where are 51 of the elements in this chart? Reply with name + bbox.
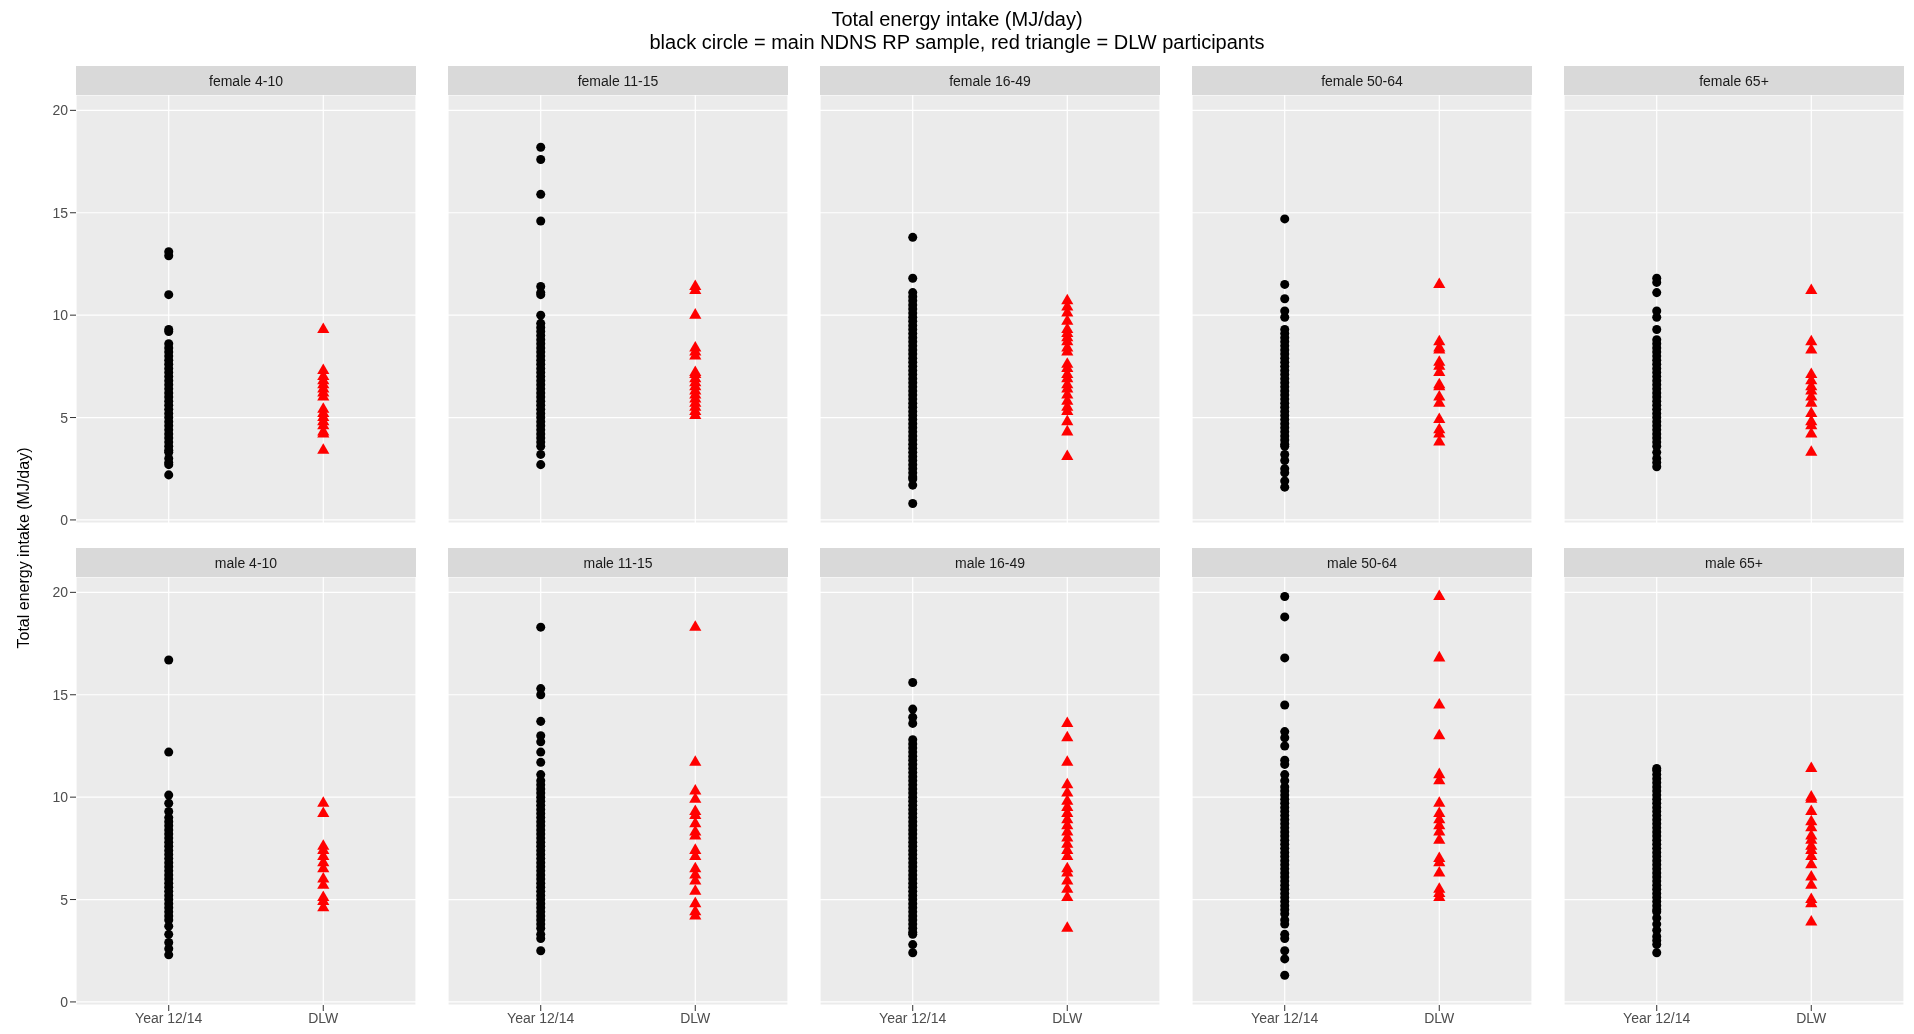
point: [1280, 456, 1290, 466]
point: [536, 216, 546, 226]
x-tick-label: DLW: [680, 1009, 712, 1026]
chart-title: male 11-15: [448, 548, 788, 577]
x-tick-label: Year 12/14: [1251, 1009, 1319, 1026]
chart-title: male 50-64: [1192, 548, 1532, 577]
point: [536, 155, 546, 165]
point: [908, 273, 918, 283]
x-tick-label: DLW: [1796, 1009, 1828, 1026]
point: [1280, 279, 1290, 289]
y-axis-title: Total energy intake (MJ/day): [15, 447, 33, 649]
x-tick-label: Year 12/14: [135, 1009, 203, 1026]
x-tick-label: Year 12/14: [1623, 1009, 1691, 1026]
x-tick-label: Year 12/14: [879, 1009, 947, 1026]
point: [908, 499, 918, 509]
y-tick-label: 5: [60, 409, 69, 426]
point: [536, 310, 546, 320]
point: [164, 470, 174, 480]
x-tick-label: Year 12/14: [507, 1009, 575, 1026]
y-tick-label: 10: [52, 307, 69, 324]
chart-title: male 4-10: [76, 548, 416, 577]
point: [536, 449, 546, 459]
x-tick-label: DLW: [308, 1009, 340, 1026]
point: [1652, 288, 1662, 298]
point: [164, 290, 174, 300]
point: [1280, 294, 1290, 304]
chart-title: female 50-64: [1192, 66, 1532, 95]
y-tick-label: 5: [60, 891, 69, 908]
point: [908, 232, 918, 242]
text: black circle = main NDNS RP sample, red triangle = DLW participants: [648, 31, 1266, 54]
chart-title: female 4-10: [76, 66, 416, 95]
chart-title: female 11-15: [448, 66, 788, 95]
chart-title: male 16-49: [820, 548, 1160, 577]
text: Total energy intake (MJ/day): [830, 8, 1084, 31]
point: [536, 460, 546, 470]
y-tick-label: 0: [60, 993, 69, 1010]
point: [536, 189, 546, 199]
y-tick-label: 10: [52, 789, 69, 806]
y-tick-label: 15: [52, 686, 69, 703]
x-tick-label: DLW: [1052, 1009, 1084, 1026]
y-tick-label: 20: [52, 102, 69, 119]
point: [1652, 324, 1662, 334]
x-tick-label: DLW: [1424, 1009, 1456, 1026]
point: [1280, 214, 1290, 224]
chart-title: male 65+: [1564, 548, 1904, 577]
chart-title: female 65+: [1564, 66, 1904, 95]
y-tick-label: 0: [60, 511, 69, 528]
y-tick-label: 20: [52, 584, 69, 601]
point: [536, 142, 546, 152]
chart-title: female 16-49: [820, 66, 1160, 95]
y-tick-label: 15: [52, 204, 69, 221]
